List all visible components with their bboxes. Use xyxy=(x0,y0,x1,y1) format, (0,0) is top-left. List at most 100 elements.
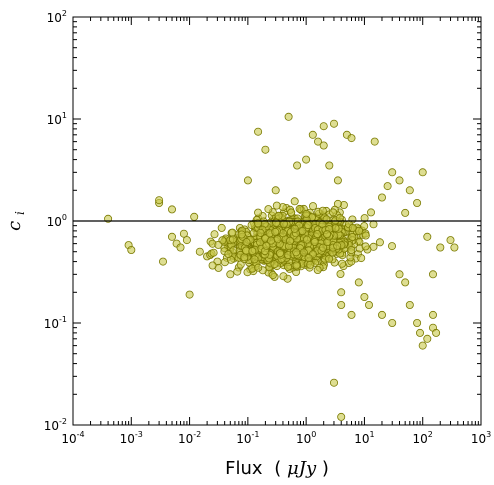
y-tick-label: 101 xyxy=(47,111,67,127)
data-point xyxy=(261,145,270,154)
y-axis-title-subscript: i xyxy=(13,211,27,215)
data-point xyxy=(369,220,378,229)
data-point xyxy=(272,218,281,227)
data-point xyxy=(428,270,437,279)
data-point xyxy=(292,261,301,270)
tick-label-exponent: 1 xyxy=(370,430,375,439)
data-point xyxy=(450,243,459,252)
x-tick-label: 10-3 xyxy=(120,430,143,446)
data-point xyxy=(401,208,410,217)
data-point xyxy=(276,249,285,258)
data-point xyxy=(360,214,369,223)
data-point xyxy=(360,292,369,301)
data-point xyxy=(401,278,410,287)
data-point xyxy=(333,176,342,185)
data-point xyxy=(313,265,322,274)
data-point xyxy=(210,230,219,239)
data-point xyxy=(370,137,379,146)
data-point xyxy=(217,223,226,232)
data-point xyxy=(167,205,176,214)
data-point xyxy=(228,228,237,237)
data-point xyxy=(347,310,356,319)
data-point xyxy=(310,237,319,246)
data-point xyxy=(208,261,217,270)
data-point xyxy=(279,219,288,228)
data-point xyxy=(395,176,404,185)
data-point xyxy=(388,318,397,327)
tick-label-base: 10 xyxy=(47,11,62,25)
data-point xyxy=(318,206,327,215)
tick-label-exponent: -1 xyxy=(252,430,260,439)
x-axis-title-text: Flux xyxy=(225,458,263,479)
data-point xyxy=(158,257,167,266)
data-point xyxy=(318,243,327,252)
x-tick-label: 102 xyxy=(413,430,433,446)
data-point xyxy=(302,155,311,164)
data-point xyxy=(308,202,317,211)
data-point xyxy=(267,236,276,245)
tick-label-exponent: -4 xyxy=(77,430,85,439)
data-point xyxy=(405,300,414,309)
data-point xyxy=(325,161,334,170)
data-point xyxy=(361,231,370,240)
data-point xyxy=(243,176,252,185)
x-axis-title: Flux ( μJy ) xyxy=(225,458,329,479)
data-point xyxy=(279,272,288,281)
tick-label-base: 10 xyxy=(44,317,59,331)
data-point xyxy=(446,236,455,245)
tick-labels-layer: 10-4 10-3 10-2 10-1 100 101 102 10310-210-11001… xyxy=(44,9,491,446)
tick-label-base: 10 xyxy=(120,432,135,446)
data-point xyxy=(413,198,422,207)
tick-label-base: 10 xyxy=(44,419,59,433)
x-tick-label: 10-2 xyxy=(178,430,201,446)
data-point xyxy=(242,238,251,247)
tick-label-exponent: 0 xyxy=(311,430,316,439)
x-tick-label: 10-4 xyxy=(61,430,84,446)
data-point xyxy=(290,224,299,233)
data-point xyxy=(254,263,263,272)
tick-label-base: 10 xyxy=(47,215,62,229)
data-point xyxy=(233,267,242,276)
data-point xyxy=(286,236,295,245)
data-point xyxy=(375,238,384,247)
x-tick-label: 10-1 xyxy=(236,430,259,446)
data-point xyxy=(347,245,356,254)
tick-label-base: 10 xyxy=(178,432,193,446)
data-point xyxy=(415,328,424,337)
tick-label-base: 10 xyxy=(413,432,428,446)
data-point xyxy=(337,288,346,297)
data-point xyxy=(295,204,304,213)
data-point xyxy=(354,278,363,287)
x-tick-label: 103 xyxy=(471,430,491,446)
data-point xyxy=(284,112,293,121)
tick-label-exponent: -2 xyxy=(193,430,201,439)
data-point xyxy=(387,242,396,251)
data-point xyxy=(306,260,315,269)
data-point xyxy=(302,235,311,244)
data-point xyxy=(290,197,299,206)
data-point xyxy=(214,240,223,249)
tick-label-base: 10 xyxy=(471,432,486,446)
data-point xyxy=(313,229,322,238)
data-point xyxy=(271,186,280,195)
data-point xyxy=(271,227,280,236)
x-axis-title-unit: μJy xyxy=(287,458,317,479)
data-point xyxy=(413,318,422,327)
data-point xyxy=(254,208,263,217)
data-point xyxy=(383,182,392,191)
data-point xyxy=(337,300,346,309)
tick-label-exponent: 2 xyxy=(62,9,67,18)
data-point xyxy=(347,134,356,143)
x-tick-label: 101 xyxy=(354,430,374,446)
tick-label-exponent: 1 xyxy=(62,111,67,120)
tick-label-exponent: 0 xyxy=(62,213,67,222)
data-point xyxy=(272,201,281,210)
data-point xyxy=(127,245,136,254)
ticks-layer xyxy=(72,16,482,426)
data-point xyxy=(256,228,265,237)
data-point xyxy=(250,255,259,264)
y-tick-label: 10-1 xyxy=(44,315,67,331)
data-point xyxy=(388,168,397,177)
